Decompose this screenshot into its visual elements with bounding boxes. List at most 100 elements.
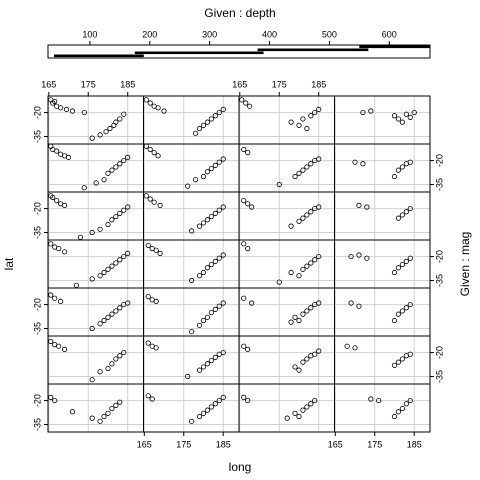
- point: [212, 306, 218, 312]
- point: [288, 119, 294, 125]
- point: [147, 196, 153, 202]
- point: [407, 301, 413, 308]
- point: [247, 103, 253, 109]
- point: [105, 266, 111, 272]
- point: [316, 106, 322, 112]
- point: [216, 207, 222, 213]
- point: [109, 361, 115, 367]
- point: [189, 418, 195, 424]
- point: [185, 373, 191, 380]
- x-tick-label: 165: [328, 439, 343, 449]
- point: [245, 397, 251, 404]
- point: [105, 410, 111, 416]
- point: [312, 109, 318, 116]
- point: [292, 314, 298, 320]
- point: [117, 210, 123, 216]
- point: [155, 105, 161, 111]
- y-tick-label: -35: [434, 178, 444, 191]
- point: [403, 401, 409, 407]
- y-tick-label: -35: [32, 418, 42, 431]
- point: [245, 150, 251, 156]
- point: [58, 298, 64, 304]
- point: [61, 202, 68, 208]
- point: [204, 407, 211, 413]
- x-tick-label: 175: [272, 79, 287, 89]
- point: [113, 260, 119, 266]
- point: [97, 369, 103, 375]
- given-top-label: Given : depth: [204, 6, 275, 20]
- point: [101, 177, 107, 183]
- point: [368, 396, 374, 402]
- point: [308, 305, 314, 311]
- x-tick-label: 165: [41, 79, 56, 89]
- point: [56, 246, 62, 252]
- point: [58, 105, 64, 111]
- point: [208, 116, 214, 122]
- point: [143, 97, 149, 103]
- point: [151, 150, 157, 156]
- point: [220, 394, 226, 400]
- point: [249, 204, 255, 210]
- point: [220, 156, 226, 162]
- point: [284, 415, 290, 421]
- y-tick-label: -20: [32, 394, 42, 407]
- point: [300, 215, 306, 221]
- point: [395, 265, 402, 271]
- point: [391, 317, 398, 324]
- point: [216, 255, 222, 261]
- point: [145, 340, 151, 346]
- point: [153, 247, 159, 253]
- point: [399, 405, 405, 412]
- point: [196, 367, 203, 373]
- point: [308, 260, 314, 266]
- point: [296, 170, 302, 176]
- point: [241, 295, 247, 301]
- point: [52, 295, 58, 301]
- point: [97, 226, 103, 232]
- point: [113, 119, 119, 125]
- point: [220, 300, 226, 306]
- point: [395, 311, 402, 317]
- point: [245, 201, 251, 207]
- point: [81, 109, 87, 116]
- point: [89, 377, 95, 383]
- point: [200, 410, 207, 416]
- point: [97, 321, 103, 327]
- point: [212, 210, 218, 216]
- point: [107, 125, 113, 132]
- point: [220, 252, 226, 258]
- point: [153, 345, 159, 351]
- point: [113, 356, 119, 362]
- point: [364, 204, 370, 210]
- point: [288, 223, 294, 229]
- point: [93, 180, 99, 186]
- x-axis-label: long: [229, 460, 252, 474]
- point: [300, 116, 306, 122]
- point: [200, 122, 207, 128]
- point: [292, 173, 298, 180]
- point: [399, 308, 405, 314]
- point: [212, 354, 218, 360]
- point: [241, 198, 247, 204]
- point: [403, 258, 409, 264]
- point: [312, 397, 318, 404]
- point: [296, 317, 302, 324]
- point: [399, 212, 405, 218]
- point: [56, 343, 62, 349]
- point: [97, 132, 103, 138]
- point: [89, 135, 95, 141]
- point: [113, 308, 119, 314]
- point: [304, 356, 310, 362]
- point: [189, 277, 195, 284]
- point: [296, 273, 302, 279]
- point: [81, 185, 87, 191]
- given-tick-label: 300: [202, 29, 217, 39]
- point: [241, 394, 247, 400]
- x-tick-label: 185: [407, 439, 422, 449]
- point: [54, 198, 60, 204]
- point: [204, 361, 211, 367]
- x-tick-label: 185: [120, 79, 135, 89]
- point: [239, 97, 245, 103]
- point: [407, 159, 413, 165]
- point: [403, 209, 409, 215]
